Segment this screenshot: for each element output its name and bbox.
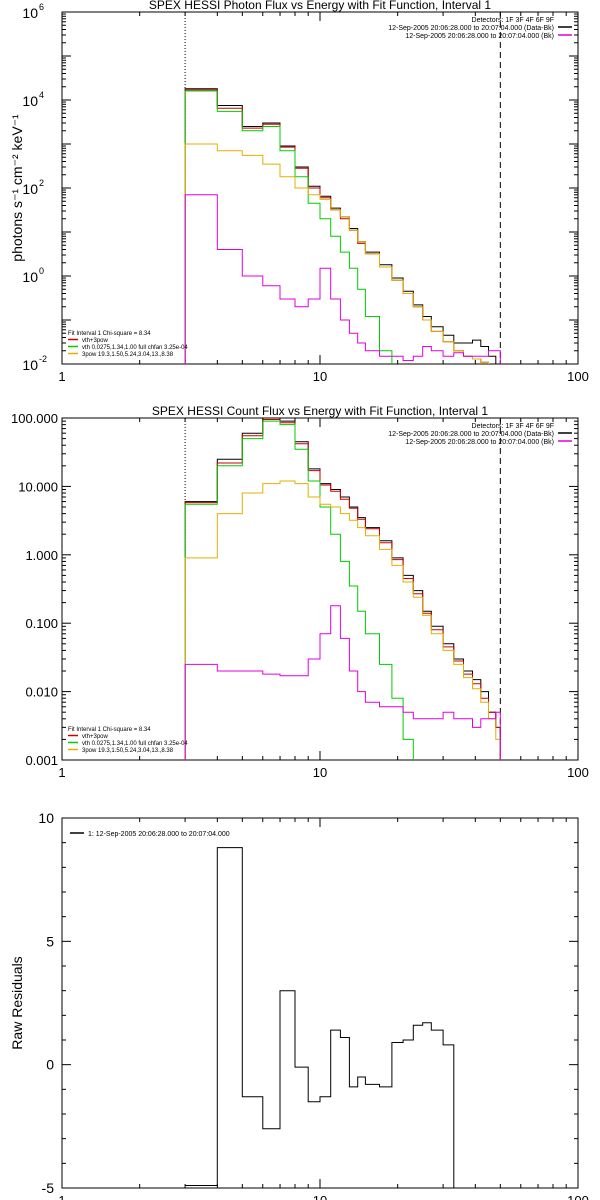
series-line-4 — [184, 480, 501, 760]
x-tick-label: 1 — [58, 765, 65, 780]
y-tick-label: 10 — [22, 357, 38, 373]
y-tick-exponent: 4 — [39, 90, 44, 100]
y-axis-label: Raw Residuals — [9, 956, 25, 1049]
chart-panel-1: SPEX HESSI Photon Flux vs Energy with Fi… — [9, 0, 589, 384]
chart-title: SPEX HESSI Photon Flux vs Energy with Fi… — [149, 0, 491, 12]
x-tick-label: 100 — [567, 1193, 589, 1200]
legend-bottom-text: Fit Interval 1 Chi-square = 8.34 — [68, 727, 151, 733]
series-line-2 — [184, 89, 489, 364]
legend-top-text: Detectors: 1F 3F 4F 6F 9F — [472, 423, 554, 430]
x-tick-label: 10 — [313, 369, 327, 384]
chart-panel-3: 1 10 100 10 5 0 -5 Raw Residuals 1: 12-Sep-2005 … — [9, 810, 589, 1200]
data-series-group — [185, 847, 501, 1188]
x-tick-label: 100 — [567, 369, 589, 384]
legend-top-text: 12-Sep-2005 20:06:28.000 to 20:07:04.000… — [388, 431, 554, 438]
y-tick-exponent: -2 — [39, 354, 47, 364]
legend-bottom-text: Fit Interval 1 Chi-square = 8.34 — [68, 331, 151, 337]
x-tick-label: 10 — [313, 765, 327, 780]
series-line-4 — [184, 143, 489, 364]
legend-top-text: 12-Sep-2005 20:06:28.000 to 20:07:04.000… — [405, 33, 554, 40]
y-tick-exponent: 6 — [39, 2, 44, 12]
legend-bottom-text: vth+3pow — [82, 338, 109, 344]
series-line-5 — [184, 605, 501, 760]
y-tick-exponent: 0 — [39, 266, 44, 276]
y-tick-label: 10 — [22, 5, 38, 21]
y-tick-label: 0.100 — [25, 616, 58, 631]
y-tick-label: 1.000 — [25, 548, 58, 563]
y-tick-label: 10 — [22, 93, 38, 109]
y-tick-label: 0 — [46, 1057, 54, 1073]
series-line-1 — [185, 847, 501, 1188]
x-tick-label: 1 — [58, 369, 65, 384]
plot-frame — [61, 817, 579, 1189]
x-tick-label: 1 — [58, 1193, 65, 1200]
legend-bottom-text: vth 0.0275,1.34,1.00 full chfan 3.25e-04 — [82, 345, 188, 351]
chart-panel-2: SPEX HESSI Count Flux vs Energy with Fit… — [11, 404, 589, 780]
data-series-group — [184, 418, 501, 760]
legend-bottom-text: vth 0.0275,1.34,1.00 full chfan 3.25e-04 — [82, 741, 188, 747]
series-line-5 — [184, 194, 501, 364]
legend-top-text: 12-Sep-2005 20:06:28.000 to 20:07:04.000… — [388, 25, 554, 32]
legend-top-text: Detectors: 1F 3F 4F 6F 9F — [472, 17, 554, 24]
y-tick-label: 10.000 — [18, 479, 58, 494]
y-tick-label: 5 — [46, 933, 54, 949]
y-tick-label: 10 — [38, 810, 54, 826]
series-line-1 — [184, 418, 501, 760]
y-tick-label: 0.010 — [25, 685, 58, 700]
y-tick-label: 10 — [22, 181, 38, 197]
series-line-3 — [184, 90, 393, 364]
x-tick-label: 100 — [567, 765, 589, 780]
legend-top-text: 1: 12-Sep-2005 20:06:28.000 to 20:07:04.… — [88, 831, 230, 838]
y-axis-label: photons s⁻¹ cm⁻² keV⁻¹ — [9, 114, 25, 262]
y-tick-label: 10 — [22, 269, 38, 285]
legend-bottom-text: vth+3pow — [82, 734, 109, 740]
legend-bottom-text: 3pow 19.3,1.50,5.24,3.04,13.,8.38 — [82, 748, 174, 754]
y-tick-label: -5 — [42, 1180, 55, 1196]
legend-top-text: 12-Sep-2005 20:06:28.000 to 20:07:04.000… — [405, 439, 554, 446]
data-series-group — [184, 88, 501, 364]
series-line-3 — [184, 420, 414, 760]
series-line-1 — [184, 88, 497, 364]
legend-bottom-text: 3pow 19.3,1.50,5.24,3.04,13.,8.38 — [82, 352, 174, 358]
y-tick-label: 100.000 — [11, 411, 58, 426]
x-tick-label: 10 — [313, 1193, 327, 1200]
series-line-2 — [184, 419, 501, 760]
y-tick-exponent: 2 — [39, 178, 44, 188]
chart-title: SPEX HESSI Count Flux vs Energy with Fit… — [152, 404, 488, 418]
y-tick-label: 0.001 — [25, 753, 58, 768]
